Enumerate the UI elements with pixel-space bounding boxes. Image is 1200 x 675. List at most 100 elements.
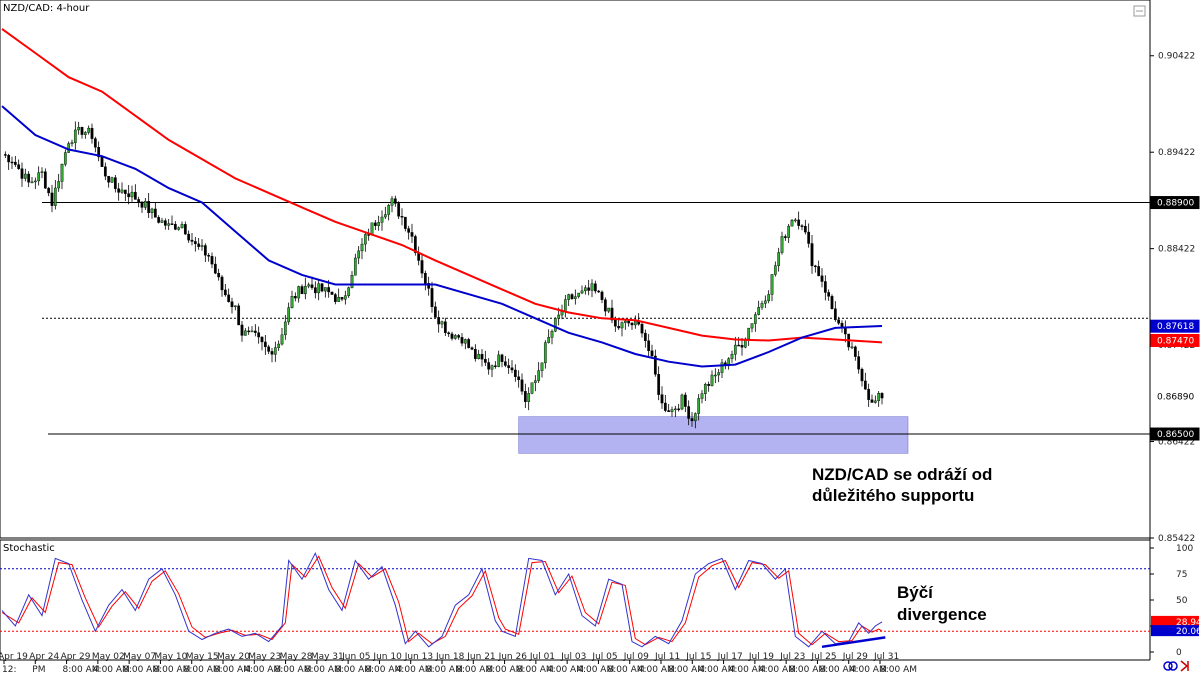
candle — [357, 250, 361, 259]
candle — [243, 330, 247, 336]
candle — [83, 132, 87, 135]
candle — [440, 321, 444, 325]
candle — [543, 342, 547, 364]
candle — [720, 362, 724, 373]
candle — [780, 236, 784, 253]
stochastic-panel — [0, 539, 1151, 661]
candle — [280, 334, 284, 345]
x-time-label: 8:00 AM — [456, 665, 493, 675]
x-time-label: 4:00 AM — [698, 665, 735, 675]
candle — [170, 223, 174, 225]
candle — [853, 346, 857, 357]
x-tick-label: Jun 26 — [498, 652, 528, 662]
candle — [630, 322, 634, 326]
candle — [483, 358, 487, 363]
candle — [383, 214, 387, 218]
candle — [130, 191, 134, 198]
candle — [860, 368, 864, 382]
x-time-label: 8:00 AM — [608, 665, 645, 675]
candle — [407, 228, 411, 233]
candle — [93, 138, 97, 148]
scroll-right-icon[interactable] — [1180, 660, 1189, 672]
chart-options-icon[interactable] — [1133, 5, 1146, 17]
candle — [577, 292, 581, 297]
x-time-label: PM — [32, 665, 45, 675]
candle — [317, 283, 321, 294]
x-time-label: 4:00 AM — [547, 665, 584, 675]
candle — [633, 320, 637, 326]
candle — [303, 285, 307, 295]
candle — [120, 189, 124, 193]
x-tick-label: Apr 19 — [0, 652, 28, 662]
x-tick-label: Apr 24 — [29, 652, 59, 662]
candle — [233, 305, 237, 308]
x-time-label: 4:00 AM — [850, 665, 887, 675]
candle — [73, 129, 77, 143]
candle — [683, 394, 687, 407]
candle — [340, 297, 344, 300]
candle — [267, 346, 271, 352]
candle — [570, 294, 574, 299]
candle — [253, 330, 257, 333]
candle — [460, 337, 464, 344]
stochastic-layer — [0, 551, 1150, 649]
candle — [423, 272, 427, 284]
candle — [450, 333, 454, 339]
candle — [567, 294, 571, 300]
x-tick-label: Jun 10 — [372, 652, 402, 662]
candle — [380, 216, 384, 223]
candle — [17, 164, 21, 169]
x-time-label: 8:00 AM — [819, 665, 856, 675]
candle — [370, 222, 374, 235]
x-time-label: 4:00 AM — [759, 665, 796, 675]
candle — [133, 191, 137, 200]
candle — [313, 287, 317, 294]
candle — [157, 217, 161, 223]
stochastic-badge — [1151, 615, 1199, 627]
candle — [433, 306, 437, 318]
candle — [273, 347, 277, 355]
candle — [620, 322, 624, 329]
candle — [607, 307, 611, 312]
candle — [487, 362, 491, 370]
x-time-label: 4:00 AM — [244, 665, 281, 675]
candle — [693, 413, 697, 422]
candle — [470, 347, 474, 350]
price-badges-layer: 0.88900 0.87618 0.87470 0.86890 0.86500 28.94… — [1150, 196, 1200, 637]
candle — [557, 314, 561, 319]
candle — [270, 351, 274, 355]
price-badge-label: 0.87618 — [1157, 322, 1194, 332]
x-tick-label: May 20 — [217, 652, 250, 662]
price-tick-label: 0.89422 — [1158, 148, 1195, 158]
candle — [717, 372, 721, 376]
horizontal-lines-layer — [42, 202, 1150, 435]
candle — [597, 290, 601, 293]
candle — [143, 201, 147, 208]
candle — [147, 201, 151, 214]
candle — [827, 292, 831, 297]
candle — [873, 400, 877, 403]
x-tick-label: Jul 19 — [748, 652, 774, 662]
candle — [870, 399, 874, 403]
x-time-label: 4:00 AM — [396, 665, 433, 675]
candle — [227, 294, 231, 302]
candle — [877, 393, 881, 402]
x-time-label: 8:00 AM — [426, 665, 463, 675]
price-tick-label: 0.90422 — [1158, 52, 1195, 62]
candle — [77, 126, 81, 131]
x-tick-label: Jun 21 — [466, 652, 495, 662]
candle — [757, 307, 761, 315]
candle — [477, 354, 481, 359]
candle — [647, 340, 651, 352]
candle — [527, 393, 531, 402]
candle — [97, 147, 101, 158]
candle — [807, 231, 811, 244]
link-icon[interactable] — [1163, 661, 1178, 671]
candle — [880, 393, 884, 399]
candle — [63, 152, 67, 165]
price-badge-label: 0.86500 — [1157, 430, 1194, 440]
candle — [773, 265, 777, 275]
candle — [337, 297, 341, 302]
price-badge — [1150, 333, 1200, 347]
candle — [167, 223, 171, 226]
